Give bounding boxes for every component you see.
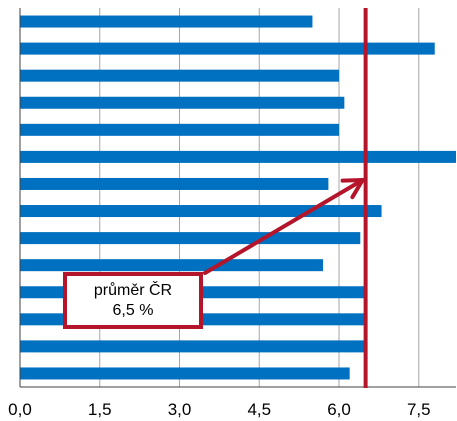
x-axis: 0,0 1,5 3,0 4,5 6,0 7,5 xyxy=(8,8,456,419)
annotation-arrow xyxy=(203,178,365,275)
bar xyxy=(20,340,366,353)
average-annotation-box: průměr ČR 6,5 % xyxy=(63,272,203,329)
x-tick-label: 0,0 xyxy=(8,400,32,419)
bar xyxy=(20,42,435,55)
annotation-label: průměr ČR xyxy=(93,281,173,299)
annotation-arrowhead xyxy=(340,177,367,200)
bar xyxy=(20,150,456,163)
bar xyxy=(20,15,313,28)
bar xyxy=(20,96,345,109)
gridlines xyxy=(99,8,420,387)
bar xyxy=(20,232,361,245)
x-tick-label: 7,5 xyxy=(407,400,431,419)
annotation-value: 6,5 % xyxy=(112,301,154,319)
bar xyxy=(20,69,340,82)
x-tick-label: 3,0 xyxy=(168,400,192,419)
x-tick-label: 4,5 xyxy=(247,400,271,419)
bar xyxy=(20,259,324,272)
bar xyxy=(20,123,340,136)
bar xyxy=(20,177,329,190)
bar xyxy=(20,367,350,380)
reference-line-group xyxy=(203,8,368,388)
bars xyxy=(20,15,456,380)
x-tick-label: 1,5 xyxy=(88,400,112,419)
x-tick-label: 6,0 xyxy=(327,400,351,419)
bar xyxy=(20,205,382,218)
